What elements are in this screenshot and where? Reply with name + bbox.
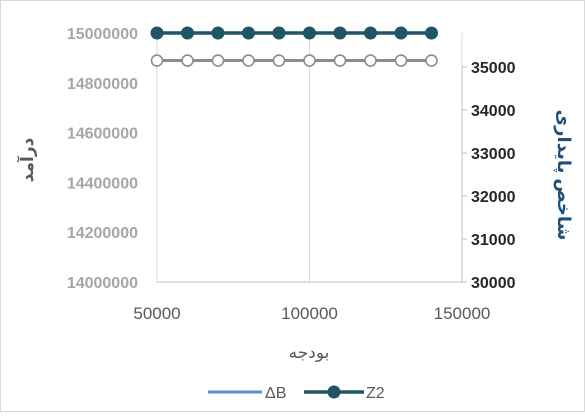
y-right-tick-label: 30000 bbox=[471, 275, 516, 292]
data-point bbox=[242, 26, 255, 40]
data-point bbox=[272, 54, 286, 67]
legend-label-dB: ΔB bbox=[265, 385, 286, 402]
legend: ΔB Z2 bbox=[208, 385, 385, 402]
y-right-tick-label: 32000 bbox=[471, 189, 516, 206]
y-right-tick-label: 33000 bbox=[471, 146, 516, 163]
y-left-tick-label: 14800000 bbox=[67, 76, 138, 93]
y-right-tick-label: 35000 bbox=[471, 60, 516, 77]
data-point bbox=[211, 54, 225, 67]
data-point bbox=[333, 54, 347, 67]
y-left-tick-label: 14600000 bbox=[67, 126, 138, 143]
x-axis-label: بودجه bbox=[289, 343, 330, 362]
y-left-tick-label: 14000000 bbox=[67, 275, 138, 292]
data-point bbox=[181, 26, 194, 40]
data-point bbox=[150, 54, 164, 67]
data-point bbox=[272, 26, 286, 40]
data-point bbox=[425, 54, 438, 67]
axes bbox=[157, 66, 467, 283]
data-point bbox=[364, 54, 377, 67]
data-point bbox=[364, 26, 377, 40]
x-tick-label: 50000 bbox=[133, 304, 180, 323]
data-point bbox=[303, 54, 316, 67]
data-point bbox=[333, 26, 347, 40]
data-point bbox=[150, 26, 164, 40]
legend-label-z2: Z2 bbox=[366, 385, 385, 402]
series-group bbox=[150, 26, 438, 67]
data-point bbox=[181, 54, 194, 67]
y-left-tick-label: 15000000 bbox=[67, 26, 138, 43]
y-right-axis-label: شاخص پایداری bbox=[553, 110, 574, 241]
x-tick-label: 150000 bbox=[434, 304, 491, 323]
y-right-tick-label: 31000 bbox=[471, 232, 516, 249]
y-left-axis-label: درآمد bbox=[16, 137, 37, 182]
data-point bbox=[242, 54, 255, 67]
data-point bbox=[211, 26, 225, 40]
data-point bbox=[425, 26, 438, 40]
y-right-tick-label: 34000 bbox=[471, 103, 516, 120]
y-left-tick-label: 14400000 bbox=[67, 175, 138, 192]
x-tick-label: 100000 bbox=[281, 304, 338, 323]
data-point bbox=[394, 54, 408, 67]
legend-marker-z2 bbox=[327, 385, 341, 399]
y-left-tick-label: 14200000 bbox=[67, 225, 138, 242]
y-left-tick-labels: 14000000 14200000 14400000 14600000 14800000… bbox=[67, 26, 138, 292]
data-point bbox=[303, 26, 316, 40]
y-right-tick-labels: 30000 31000 32000 33000 34000 35000 bbox=[471, 60, 516, 292]
x-tick-labels: 50000 100000 150000 bbox=[133, 304, 490, 323]
data-point bbox=[394, 26, 408, 40]
